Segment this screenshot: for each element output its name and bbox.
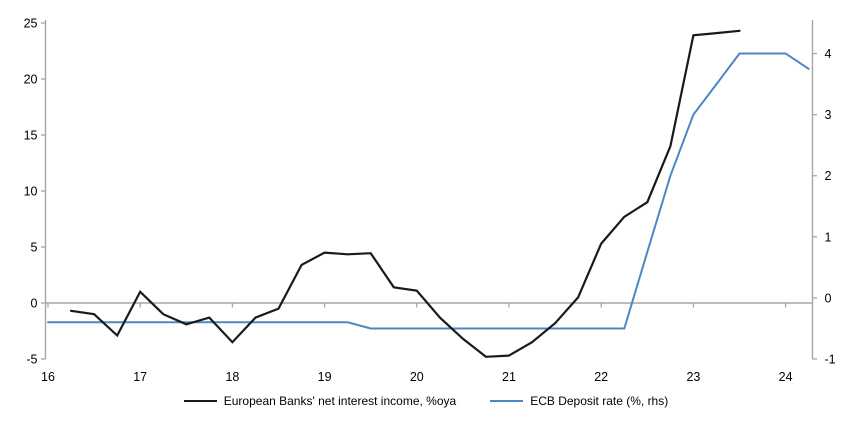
legend-label-net-interest-income: European Banks' net interest income, %oy…: [223, 394, 457, 408]
x-axis-tick-label: 20: [410, 370, 424, 384]
left-axis-tick-label: 10: [24, 185, 38, 199]
legend: European Banks' net interest income, %oy…: [0, 394, 852, 408]
left-axis-tick-label: 25: [24, 17, 38, 31]
left-axis-tick-label: 0: [31, 297, 38, 311]
legend-label-ecb-deposit-rate: ECB Deposit rate (%, rhs): [530, 394, 669, 408]
left-axis-tick-label: 20: [24, 73, 38, 87]
x-axis-tick-label: 18: [225, 370, 239, 384]
left-axis-tick-label: 5: [31, 241, 38, 255]
right-axis-tick-label: 0: [825, 291, 832, 305]
ecb-deposit-rate-line: [47, 52, 810, 330]
legend-line-black-icon: [183, 400, 217, 402]
legend-item-ecb-deposit-rate: ECB Deposit rate (%, rhs): [490, 394, 668, 408]
net-interest-income-line: [69, 29, 741, 358]
left-axis-tick-label: 15: [24, 129, 38, 143]
right-axis-tick-label: 4: [825, 47, 832, 61]
x-axis-tick-label: 23: [686, 370, 700, 384]
right-axis-tick-label: -1: [825, 353, 836, 367]
left-axis-tick-label: -5: [26, 353, 37, 367]
right-axis-tick-label: 3: [825, 108, 832, 122]
x-axis-tick-label: 16: [41, 370, 55, 384]
right-axis-tick-label: 1: [825, 230, 832, 244]
x-axis-tick-label: 19: [318, 370, 332, 384]
x-axis-tick-label: 22: [594, 370, 608, 384]
right-axis-tick-label: 2: [825, 169, 832, 183]
x-axis-tick-label: 21: [502, 370, 516, 384]
legend-line-blue-icon: [490, 400, 524, 402]
x-axis-tick-label: 24: [779, 370, 793, 384]
legend-item-net-interest-income: European Banks' net interest income, %oy…: [183, 394, 457, 408]
x-axis-tick-label: 17: [133, 370, 147, 384]
